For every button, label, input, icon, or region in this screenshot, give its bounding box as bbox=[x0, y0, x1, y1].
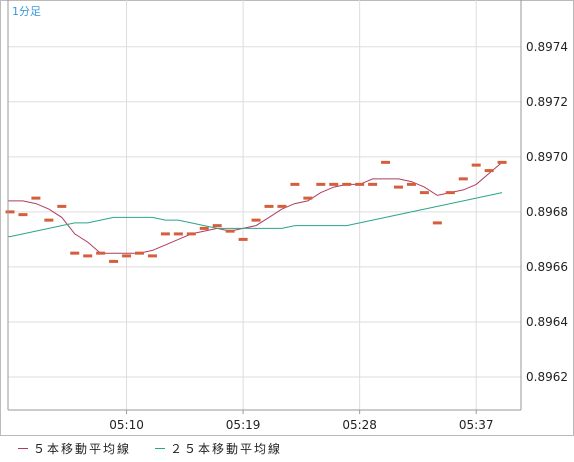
x-tick-label: 05:19 bbox=[226, 418, 261, 432]
x-axis-labels: 05:10 05:19 05:28 05:37 bbox=[109, 418, 493, 432]
legend-label-ma25: ２５本移動平均線 bbox=[170, 442, 283, 456]
y-axis-labels: 0.8962 0.8964 0.8966 0.8968 0.8970 0.8972 0.89… bbox=[526, 40, 568, 384]
price-mark bbox=[147, 254, 157, 258]
price-mark bbox=[419, 191, 429, 195]
legend-swatch-ma25 bbox=[155, 448, 165, 449]
price-mark bbox=[303, 196, 313, 200]
price-mark bbox=[329, 182, 339, 186]
y-tick-label: 0.8966 bbox=[526, 260, 568, 274]
price-marks bbox=[5, 160, 507, 263]
price-mark bbox=[70, 251, 80, 255]
chart-border bbox=[0, 0, 574, 436]
grid bbox=[8, 0, 521, 414]
price-mark bbox=[122, 254, 132, 258]
price-mark bbox=[368, 182, 378, 186]
price-mark bbox=[212, 224, 222, 228]
price-mark bbox=[316, 182, 326, 186]
price-mark bbox=[471, 163, 481, 167]
series-lines bbox=[8, 161, 503, 254]
price-mark bbox=[238, 237, 248, 241]
legend: ５本移動平均線 ２５本移動平均線 bbox=[0, 436, 574, 462]
plot-frame bbox=[7, 0, 522, 411]
price-mark bbox=[31, 196, 41, 200]
y-tick-label: 0.8972 bbox=[526, 95, 568, 109]
price-mark bbox=[96, 251, 106, 255]
price-mark bbox=[251, 218, 261, 222]
price-mark bbox=[355, 182, 365, 186]
price-mark bbox=[381, 160, 391, 164]
price-mark bbox=[394, 185, 403, 189]
price-mark bbox=[44, 218, 54, 222]
chart-svg: 0.8962 0.8964 0.8966 0.8968 0.8970 0.8972 0.89… bbox=[0, 0, 574, 436]
price-mark bbox=[18, 213, 28, 217]
price-mark bbox=[199, 226, 209, 230]
x-tick-label: 05:10 bbox=[109, 418, 144, 432]
price-mark bbox=[406, 182, 416, 186]
y-tick-label: 0.8974 bbox=[526, 40, 568, 54]
price-mark bbox=[497, 160, 507, 164]
y-tick-label: 0.8962 bbox=[526, 370, 568, 384]
price-mark bbox=[173, 232, 183, 236]
y-tick-label: 0.8968 bbox=[526, 205, 568, 219]
price-mark bbox=[432, 221, 442, 225]
price-mark bbox=[342, 182, 352, 186]
price-mark bbox=[5, 210, 15, 214]
price-mark bbox=[445, 191, 455, 195]
y-tick-label: 0.8964 bbox=[526, 315, 568, 329]
price-mark bbox=[135, 251, 144, 255]
ma25-line bbox=[8, 192, 503, 238]
price-mark bbox=[83, 254, 93, 258]
ma5-line bbox=[8, 161, 503, 254]
price-mark bbox=[277, 204, 287, 208]
legend-item-ma25: ２５本移動平均線 bbox=[155, 440, 282, 457]
x-tick-label: 05:28 bbox=[342, 418, 377, 432]
y-tick-label: 0.8970 bbox=[526, 150, 568, 164]
price-mark bbox=[484, 169, 494, 173]
x-tick-label: 05:37 bbox=[459, 418, 494, 432]
price-mark bbox=[264, 204, 274, 208]
price-mark bbox=[109, 259, 119, 263]
legend-label-ma5: ５本移動平均線 bbox=[33, 442, 132, 456]
price-mark bbox=[57, 204, 67, 208]
period-label[interactable]: 1分足 bbox=[12, 5, 41, 18]
price-mark bbox=[160, 232, 170, 236]
legend-swatch-ma5 bbox=[18, 448, 28, 449]
legend-item-ma5: ５本移動平均線 bbox=[18, 440, 131, 457]
price-mark bbox=[186, 232, 196, 236]
price-mark bbox=[458, 177, 468, 181]
price-mark bbox=[290, 182, 300, 186]
price-mark bbox=[225, 229, 235, 233]
